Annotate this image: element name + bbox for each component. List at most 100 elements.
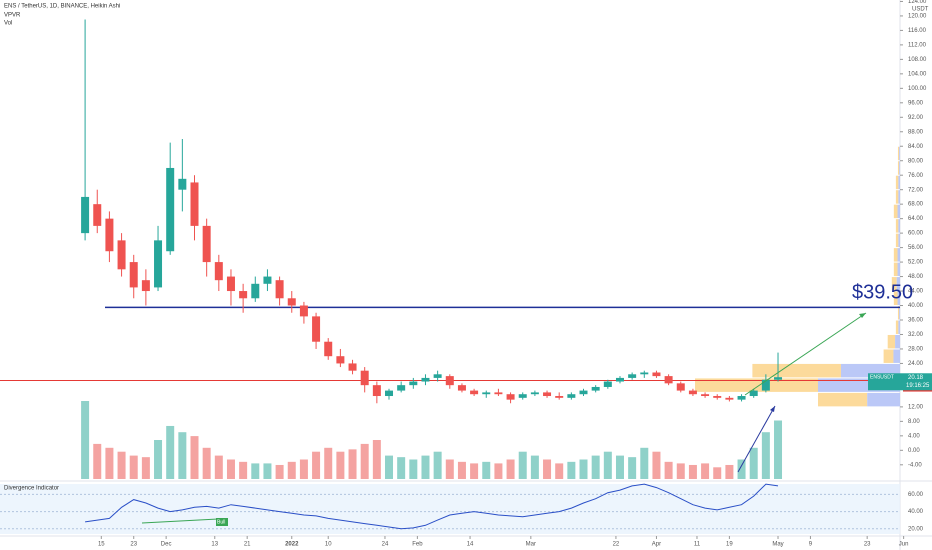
volume-bar bbox=[312, 451, 321, 479]
vpvr-bar bbox=[752, 363, 841, 378]
vpvr-bar bbox=[897, 204, 900, 219]
y-tick-label: 48.00 bbox=[908, 274, 924, 280]
candle-body bbox=[555, 396, 564, 398]
indicator-line bbox=[85, 483, 779, 530]
candle-body bbox=[615, 377, 624, 382]
chart-title: ENS / TetherUS, 1D, BINANCE, Heikin Ashi bbox=[4, 4, 120, 10]
candle-body bbox=[543, 392, 552, 397]
volume-bar bbox=[543, 459, 552, 479]
volume-bar bbox=[105, 447, 114, 479]
candle-body bbox=[117, 240, 126, 270]
vpvr-bar bbox=[898, 219, 900, 233]
vpvr-bar bbox=[897, 262, 900, 277]
y-tick-label: 0.00 bbox=[908, 448, 920, 454]
y-tick-label: 52.00 bbox=[908, 260, 924, 266]
volume-bar bbox=[421, 455, 430, 479]
candle-body bbox=[761, 379, 770, 391]
y-tick-label: 12.00 bbox=[908, 404, 924, 410]
candle-body bbox=[494, 392, 503, 395]
vpvr-bar bbox=[895, 190, 899, 204]
candle-body bbox=[93, 204, 102, 226]
price-tag-bg bbox=[868, 373, 932, 391]
candle-body bbox=[239, 291, 248, 299]
candle-body bbox=[202, 225, 211, 263]
volume-bar bbox=[555, 463, 564, 479]
candle-body bbox=[652, 372, 661, 377]
vpvr-bar bbox=[897, 161, 900, 175]
y-tick-label: 80.00 bbox=[908, 158, 924, 164]
volume-bar bbox=[676, 463, 685, 479]
y-tick-label: 96.00 bbox=[908, 100, 924, 106]
volume-bar bbox=[713, 467, 722, 479]
y-tick-label: 76.00 bbox=[908, 173, 924, 179]
volume-bar bbox=[226, 459, 235, 479]
price-tag-value: 20.18 bbox=[908, 375, 924, 381]
volume-bar bbox=[263, 463, 272, 479]
candle-body bbox=[591, 386, 600, 391]
volume-bar bbox=[117, 451, 126, 479]
x-tick-label: 2022 bbox=[285, 542, 299, 548]
bull-label-bg bbox=[216, 518, 228, 526]
y-tick-label: 8.00 bbox=[908, 419, 920, 425]
volume-bar bbox=[506, 459, 515, 479]
y-tick-label: -4.00 bbox=[908, 462, 922, 468]
candle-body bbox=[336, 356, 345, 364]
x-tick-label: 13 bbox=[211, 542, 218, 548]
vpvr-bar bbox=[897, 146, 900, 161]
volume-bar bbox=[664, 461, 673, 479]
vpvr-bar bbox=[895, 175, 899, 190]
candle-body bbox=[251, 283, 260, 299]
volume-bar bbox=[494, 463, 503, 479]
volume-bar bbox=[530, 455, 539, 479]
candle-body bbox=[567, 394, 576, 398]
x-tick-label: 19 bbox=[726, 542, 733, 548]
candle-body bbox=[774, 377, 783, 380]
candle-body bbox=[105, 218, 114, 252]
volume-bar bbox=[579, 459, 588, 479]
volume-bar bbox=[640, 447, 649, 479]
vpvr-bar bbox=[895, 320, 899, 334]
volume-bar bbox=[433, 451, 442, 479]
x-tick-label: 22 bbox=[613, 542, 620, 548]
candle-body bbox=[348, 363, 357, 371]
vpvr-bar bbox=[896, 277, 900, 291]
y-tick-label: 84.00 bbox=[908, 144, 924, 150]
candle-body bbox=[154, 240, 163, 288]
candle-body bbox=[275, 280, 284, 299]
volume-bar bbox=[761, 432, 770, 479]
indicator-title: Divergence Indicator bbox=[4, 486, 59, 492]
volume-bar bbox=[628, 457, 637, 479]
candle-body bbox=[445, 376, 454, 386]
volume-bar bbox=[518, 451, 527, 479]
vpvr-bar bbox=[818, 392, 868, 407]
y-tick-label: 40.00 bbox=[908, 509, 924, 515]
volume-bar bbox=[81, 401, 90, 479]
volume-bar bbox=[749, 447, 758, 479]
candle-body bbox=[324, 341, 333, 357]
candle-body bbox=[81, 196, 90, 234]
y-tick-label: 72.00 bbox=[908, 187, 924, 193]
y-tick-label: 100.00 bbox=[908, 86, 927, 92]
x-tick-label: 9 bbox=[809, 542, 813, 548]
vpvr-bar bbox=[893, 349, 900, 363]
price-tag-countdown: 19:16:25 bbox=[906, 383, 930, 389]
candle-body bbox=[749, 390, 758, 397]
vpvr-bar bbox=[695, 378, 818, 392]
volume-bar bbox=[178, 432, 187, 479]
y-tick-label: 28.00 bbox=[908, 347, 924, 353]
candle-body bbox=[178, 178, 187, 190]
candle-body bbox=[676, 383, 685, 391]
candle-body bbox=[299, 305, 308, 317]
divergence-line bbox=[141, 518, 219, 524]
vpvr-bar bbox=[893, 291, 898, 306]
volume-bar bbox=[737, 459, 746, 479]
volume-bar bbox=[409, 459, 418, 479]
volume-bar bbox=[324, 447, 333, 479]
trend-arrow bbox=[737, 405, 776, 473]
y-tick-label: 36.00 bbox=[908, 318, 924, 324]
overlay-label: Vol bbox=[4, 21, 12, 27]
x-tick-label: 11 bbox=[694, 542, 701, 548]
volume-bar bbox=[701, 463, 710, 479]
vpvr-bar bbox=[897, 306, 900, 320]
